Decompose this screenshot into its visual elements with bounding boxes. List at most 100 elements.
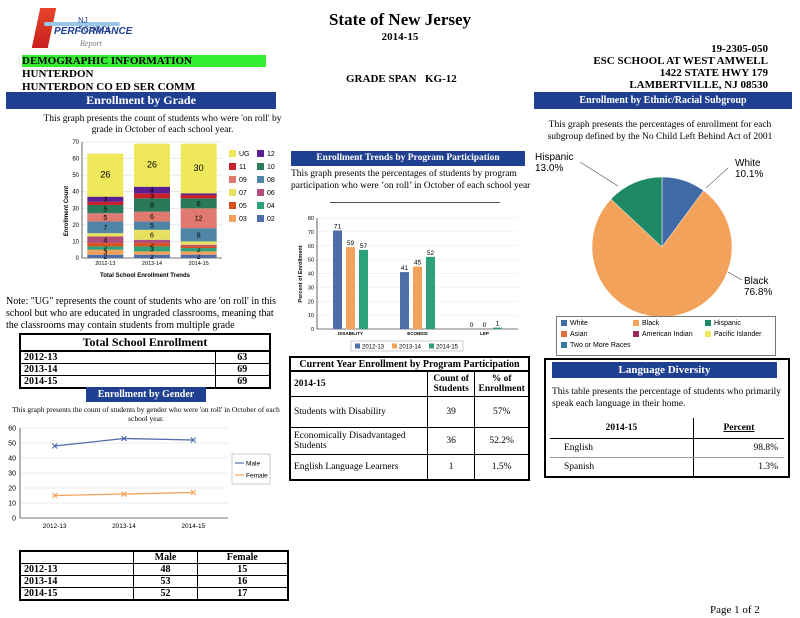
program-trends-title: Enrollment Trends by Program Participati… [291, 151, 525, 166]
district-label: HUNTERDON CO ED SER COMM [22, 81, 195, 93]
pie-legend-label: Black [642, 320, 660, 327]
grade-bar-segment [134, 254, 170, 258]
logo: NJ SCHOOL PERFORMANCE Report [22, 6, 132, 54]
grade-bar-segment [134, 243, 170, 247]
grade-ytick-label: 40 [72, 190, 79, 196]
pie-label-value: 76.8% [744, 287, 772, 298]
program-legend-swatch [355, 343, 360, 349]
program-ytick-label: 80 [308, 216, 314, 222]
table-row: 2013-14 69 [19, 363, 271, 376]
grade-bar-segment [180, 198, 217, 209]
pie-slice [610, 176, 663, 248]
program-bar [493, 327, 502, 329]
program-ytick-label: 0 [311, 327, 314, 333]
grade-legend-label: 07 [239, 190, 247, 197]
grade-bar-label: 2 [150, 254, 154, 261]
program-bar-label: 1 [496, 321, 500, 328]
school-address2: LAMBERTVILLE, NJ 08530 [629, 79, 768, 91]
program-bar-label: 59 [347, 240, 355, 247]
table-row: 2012-13 48 15 [19, 563, 289, 576]
grade-bar-segment [87, 249, 124, 255]
grade-chart-xlabel: Total School Enrollment Trends [100, 273, 191, 279]
grade-bar-segment [180, 208, 217, 229]
pie-legend-label: White [570, 320, 588, 327]
grade-xtick-label: 2013-14 [142, 261, 162, 267]
gender-ytick-label: 40 [8, 456, 16, 463]
grade-bar-label: 6 [197, 201, 201, 208]
gender-xtick-label: 2012-13 [43, 523, 67, 530]
pie-legend-label: Pacific Islander [714, 331, 762, 338]
table-row: 2013-14 53 16 [19, 575, 289, 588]
grade-bar-segment [134, 246, 170, 252]
grade-ytick-label: 10 [72, 239, 79, 245]
grade-bar-label: 5 [150, 223, 154, 230]
page-title: State of New Jersey [328, 10, 472, 29]
ethnic-description: This graph presents the percentages of e… [547, 120, 773, 142]
gender-table: Male Female 2012-13 48 15 2013-14 53 16 … [19, 550, 289, 601]
page-number: Page 1 of 2 [710, 604, 760, 616]
grade-bar-label: 30 [194, 163, 204, 173]
program-xtick-label: ECONDIS [407, 331, 428, 336]
grade-legend-label: 06 [267, 190, 275, 197]
grade-bar-segment [87, 221, 124, 234]
pie-legend-swatch [561, 320, 567, 326]
grade-legend-label: 09 [239, 177, 247, 184]
language-description: This table presents the percentage of st… [552, 387, 781, 409]
enrollment-by-grade-title: Enrollment by Grade [6, 92, 276, 109]
program-ytick-label: 10 [308, 313, 314, 319]
grade-bar-segment [180, 246, 217, 249]
grade-bar-label: 5 [103, 207, 107, 214]
program-bar-label: 57 [360, 243, 368, 250]
grade-bar-label: 8 [197, 232, 201, 239]
grade-bar-segment [180, 244, 217, 247]
gender-legend-label: Male [246, 461, 260, 468]
grade-ytick-label: 20 [72, 223, 79, 229]
ug-note: Note: "UG" represents the count of stude… [6, 296, 277, 331]
enrollment-by-gender-description: This graph presents the count of student… [12, 405, 280, 423]
total-enrollment-table: Total School Enrollment 2012-13 63 2013-… [19, 333, 271, 389]
grade-bar-label: 2 [103, 254, 107, 261]
program-legend-label: 2012-13 [362, 345, 385, 351]
program-ytick-label: 70 [308, 230, 314, 236]
pie-legend-item: Two or More Races [561, 342, 631, 349]
grade-bar-segment [180, 248, 217, 252]
pie-legend-label: Two or More Races [570, 342, 631, 349]
gender-ytick-label: 60 [8, 426, 16, 433]
pie-label-value: 13.0% [535, 163, 563, 174]
gender-ytick-label: 10 [8, 501, 16, 508]
grade-legend-swatch [257, 176, 264, 183]
pie-leader-line [727, 271, 743, 281]
gender-point-marker [51, 492, 58, 499]
grade-bar-segment [180, 254, 217, 258]
pie-label-name: White [735, 158, 761, 169]
program-ytick-label: 40 [308, 272, 314, 278]
grade-span-value: KG-12 [425, 73, 457, 85]
pie-legend-label: Hispanic [714, 320, 741, 327]
grade-legend-swatch [229, 189, 236, 196]
pie-legend-label: Asian [570, 331, 588, 338]
current-program-table: Current Year Enrollment by Program Parti… [289, 356, 530, 481]
pie-legend-swatch [705, 320, 711, 326]
grade-bar-segment [134, 186, 170, 194]
grade-bar-label: 4 [103, 237, 107, 244]
program-legend-label: 2013-14 [399, 345, 422, 351]
grade-bar-segment [87, 243, 124, 247]
grade-chart-ylabel: Enrollment Count [64, 186, 70, 236]
language-title: Language Diversity [552, 362, 777, 378]
grade-bar-label: 2 [150, 242, 154, 249]
grade-xtick-label: 2014-15 [189, 261, 209, 267]
pie-legend-swatch [633, 320, 639, 326]
total-enrollment-title: Total School Enrollment [20, 334, 270, 352]
grade-bar-label: 3 [150, 246, 154, 253]
grade-bar-label: 26 [100, 170, 110, 180]
pie-legend-item: White [561, 320, 588, 327]
grade-bar-label: 2 [197, 247, 201, 254]
program-bar [400, 272, 409, 329]
program-xtick-label: DISABILITY [338, 331, 363, 336]
gender-xtick-label: 2013-14 [112, 523, 136, 530]
program-bar [333, 230, 342, 329]
enrollment-by-gender-chart: 0 10 20 30 40 50 60 2012-13 2013-14 2014-15 Male F… [8, 426, 271, 530]
grade-legend-swatch [257, 150, 264, 157]
program-trends-underline [330, 202, 500, 203]
pie-label-name: Hispanic [535, 152, 573, 163]
